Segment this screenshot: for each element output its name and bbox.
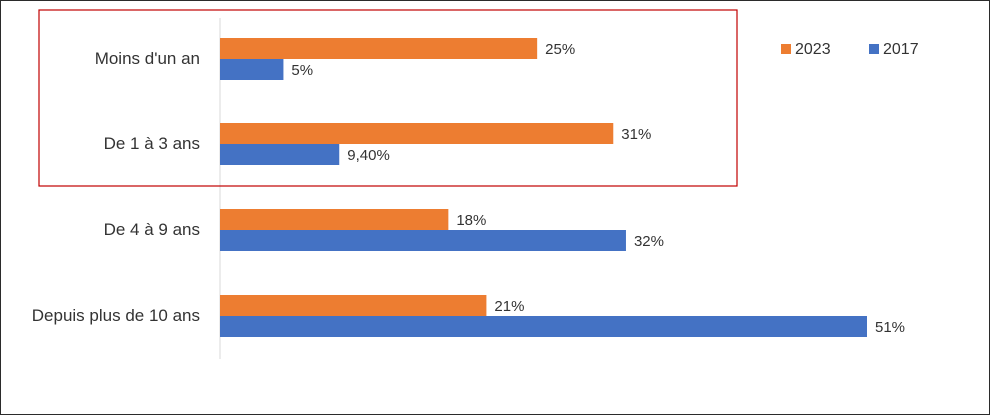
bar-2023-1 xyxy=(220,123,614,144)
data-label: 25% xyxy=(545,41,575,58)
legend-label-2023: 2023 xyxy=(795,41,831,58)
legend-label-2017: 2017 xyxy=(883,41,919,58)
data-label: 21% xyxy=(494,298,524,315)
legend-swatch-2017 xyxy=(869,44,879,54)
bar-2017-2 xyxy=(220,230,626,251)
legend-swatch-2023 xyxy=(781,44,791,54)
bar-2023-2 xyxy=(220,209,449,230)
category-label: De 4 à 9 ans xyxy=(104,220,200,239)
category-label: Depuis plus de 10 ans xyxy=(32,306,200,325)
bar-2023-0 xyxy=(220,38,538,59)
category-label: De 1 à 3 ans xyxy=(104,134,200,153)
data-label: 5% xyxy=(291,62,313,79)
highlight-box xyxy=(38,9,738,187)
data-label: 18% xyxy=(456,212,486,229)
bar-2017-0 xyxy=(220,59,284,80)
data-label: 51% xyxy=(875,319,905,336)
category-label: Moins d'un an xyxy=(95,49,200,68)
bar-2017-3 xyxy=(220,316,867,337)
data-label: 9,40% xyxy=(347,147,390,164)
data-label: 31% xyxy=(621,126,651,143)
bar-2023-3 xyxy=(220,295,487,316)
data-label: 32% xyxy=(634,233,664,250)
bar-2017-1 xyxy=(220,144,340,165)
